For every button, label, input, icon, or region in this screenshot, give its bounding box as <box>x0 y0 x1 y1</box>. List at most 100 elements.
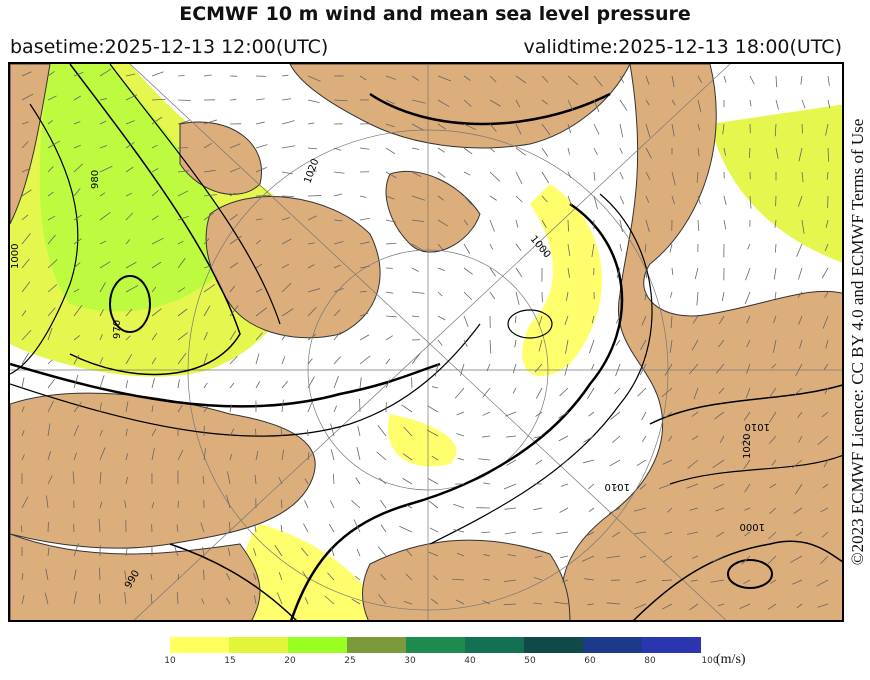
isobar-label: 1020 <box>742 434 753 459</box>
wind-arrow <box>174 546 179 557</box>
wind-arrow <box>773 267 777 280</box>
wind-arrow <box>670 315 673 329</box>
wind-arrow <box>229 382 235 389</box>
wind-arrow <box>822 315 829 329</box>
wind-arrow <box>437 123 447 130</box>
wind-arrow <box>645 267 647 278</box>
wind-arrow <box>800 75 803 85</box>
wind-arrow <box>359 377 362 389</box>
wind-arrow <box>588 411 595 417</box>
isobar-label: 970 <box>112 320 123 339</box>
wind-arrow <box>151 332 158 341</box>
weather-map[interactable]: 980 970 1000 1000 1010 1020 1010 1000 99… <box>8 62 844 622</box>
wind-arrow <box>278 476 283 485</box>
colorbar-ticks: 10 15 20 25 30 40 50 60 80 100 <box>164 656 718 670</box>
wind-arrow <box>619 243 622 252</box>
wind-arrow <box>380 574 387 581</box>
wind-arrow <box>177 308 188 317</box>
wind-arrow <box>307 75 321 82</box>
wind-arrow <box>281 263 290 269</box>
wind-arrow <box>281 238 292 245</box>
wind-arrow <box>281 145 296 149</box>
isobars <box>10 64 842 620</box>
wind-arrow <box>561 579 569 583</box>
wind-arrow <box>47 71 55 77</box>
wind-arrow <box>641 315 647 326</box>
wind-arrow <box>411 291 425 294</box>
wind-arrow <box>125 212 134 221</box>
wind-arrow <box>564 315 569 325</box>
wind-arrow <box>203 238 210 245</box>
wind-arrow <box>463 75 471 81</box>
wind-arrow <box>612 435 621 443</box>
wind-arrow <box>821 411 829 418</box>
wind-arrow <box>512 363 517 374</box>
wind-arrow <box>73 569 77 581</box>
wind-arrow <box>541 75 549 83</box>
wind-arrow <box>359 195 367 198</box>
wind-arrow <box>723 75 727 83</box>
wind-arrow <box>541 123 551 136</box>
wind-arrow <box>567 147 571 155</box>
wind-arrow <box>150 593 153 605</box>
wind-arrow <box>385 171 397 179</box>
wind-arrow <box>437 147 445 153</box>
wind-arrow <box>21 214 29 221</box>
wind-arrow <box>489 267 497 277</box>
wind-arrow <box>767 603 777 610</box>
wind-arrow <box>99 357 104 365</box>
wind-arrow <box>606 602 621 605</box>
wind-arrow <box>281 217 291 221</box>
wind-arrow <box>385 219 397 223</box>
wind-arrow <box>20 525 23 533</box>
wind-arrow <box>801 99 806 109</box>
wind-arrow <box>303 523 309 533</box>
wind-arrow <box>456 411 465 416</box>
wind-arrow <box>587 603 595 606</box>
wind-arrow <box>769 435 777 444</box>
wind-arrow <box>671 99 676 106</box>
wind-arrow <box>385 195 395 200</box>
wind-arrow <box>825 123 829 136</box>
wind-arrow <box>203 405 209 413</box>
wind-arrow <box>515 147 526 156</box>
wind-arrow <box>177 352 187 365</box>
wind-arrow <box>403 426 413 437</box>
isobar-label: 1020 <box>302 157 321 185</box>
wind-arrow <box>564 363 569 376</box>
wind-arrow <box>401 404 413 413</box>
colorbar-tick: 80 <box>644 656 656 666</box>
wind-arrow <box>482 411 491 416</box>
wind-arrow <box>593 195 598 210</box>
wind-arrow <box>47 284 58 293</box>
isobar-label: 1010 <box>605 481 630 492</box>
wind-arrow <box>99 309 104 317</box>
wind-arrow <box>489 147 496 153</box>
wind-arrow <box>431 386 439 389</box>
wind-arrow <box>21 93 34 101</box>
wind-arrow <box>359 265 370 269</box>
wind-arrow <box>619 75 625 84</box>
wind-arrow <box>73 288 80 293</box>
wind-arrow <box>748 147 751 158</box>
wind-arrow <box>203 284 216 293</box>
wind-arrow <box>541 147 549 157</box>
wind-arrow <box>801 219 805 234</box>
wind-arrow <box>817 435 829 446</box>
wind-arrow <box>489 75 497 83</box>
wind-arrow <box>229 355 238 365</box>
wind-arrow <box>533 576 543 581</box>
wind-arrow <box>533 507 543 511</box>
wind-arrow <box>229 262 239 269</box>
wind-arrow <box>743 411 751 421</box>
wind-arrow <box>151 308 162 317</box>
wind-arrow <box>697 195 701 205</box>
wind-arrow <box>151 237 164 245</box>
wind-arrow <box>774 123 777 137</box>
wind-arrow <box>47 359 53 365</box>
wind-arrow <box>515 243 522 252</box>
wind-arrow <box>506 459 517 466</box>
wind-arrow <box>662 459 673 465</box>
wind-arrow <box>634 603 647 609</box>
wind-arrow <box>47 215 56 221</box>
